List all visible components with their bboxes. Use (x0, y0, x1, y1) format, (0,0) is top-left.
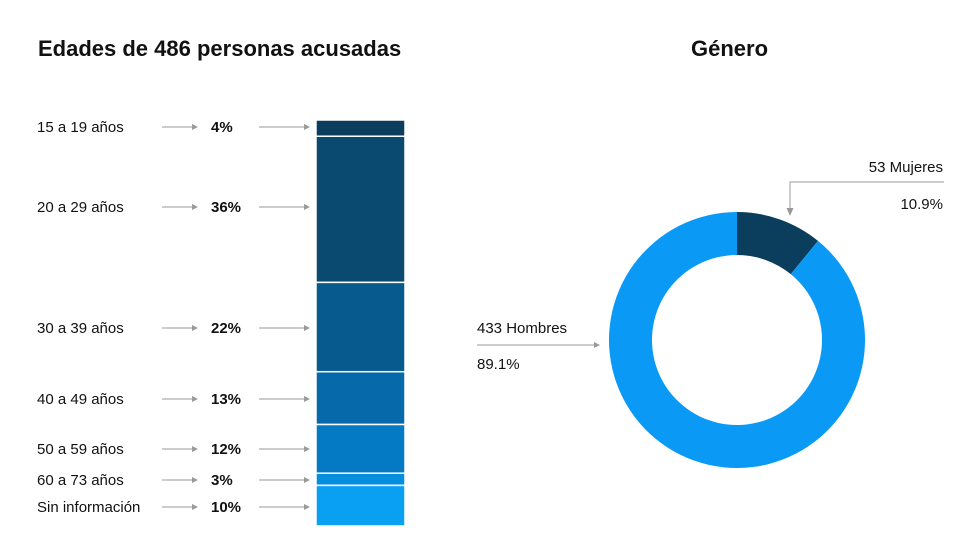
age-bar-arrow (259, 446, 310, 452)
age-bar-arrow (259, 504, 310, 510)
age-stacked-bar: 15 a 19 años 4% 20 a 29 años 36% 30 a 39 año… (37, 119, 406, 527)
donut-slice-mujeres (737, 212, 819, 275)
age-label-arrow (162, 477, 198, 483)
age-label-arrow (162, 504, 198, 510)
age-percent-label: 3% (211, 472, 233, 489)
age-category-label: 30 a 39 años (37, 320, 124, 337)
age-label-arrow (162, 325, 198, 331)
age-category-label: 15 a 19 años (37, 119, 124, 136)
age-bar-arrow (259, 124, 310, 130)
age-category-label: 50 a 59 años (37, 441, 124, 458)
mujeres-label: 53 Mujeres (869, 159, 943, 176)
age-percent-label: 4% (211, 119, 233, 136)
hombres-label: 433 Hombres (477, 320, 567, 337)
age-percent-label: 12% (211, 441, 241, 458)
age-chart-title: Edades de 486 personas acusadas (38, 36, 402, 61)
age-segment (315, 119, 406, 137)
age-label-arrow (162, 396, 198, 402)
age-segment (315, 472, 406, 487)
gender-donut: 53 Mujeres 10.9% 433 Hombres 89.1% (477, 159, 944, 468)
age-percent-label: 13% (211, 391, 241, 408)
age-bar-arrow (259, 477, 310, 483)
hombres-callout-arrow (477, 342, 600, 348)
age-label-arrow (162, 204, 198, 210)
gender-chart-title: Género (691, 36, 769, 61)
age-category-label: Sin información (37, 499, 140, 516)
age-segment (315, 281, 406, 373)
age-percent-label: 22% (211, 320, 241, 337)
hombres-percent: 89.1% (477, 356, 520, 373)
donut-slice-hombres (609, 212, 866, 468)
age-category-label: 60 a 73 años (37, 472, 124, 489)
age-bar-arrow (259, 325, 310, 331)
age-percent-label: 36% (211, 199, 241, 216)
age-segment (315, 135, 406, 284)
age-category-label: 40 a 49 años (37, 391, 124, 408)
age-label-arrow (162, 124, 198, 130)
age-segment (315, 484, 406, 527)
age-category-label: 20 a 29 años (37, 199, 124, 216)
age-label-arrow (162, 446, 198, 452)
age-segment (315, 423, 406, 474)
age-segment (315, 370, 406, 426)
age-bar-arrow (259, 204, 310, 210)
mujeres-callout-arrow (786, 181, 944, 216)
age-percent-label: 10% (211, 499, 241, 516)
age-bar-arrow (259, 396, 310, 402)
mujeres-percent: 10.9% (900, 196, 943, 213)
